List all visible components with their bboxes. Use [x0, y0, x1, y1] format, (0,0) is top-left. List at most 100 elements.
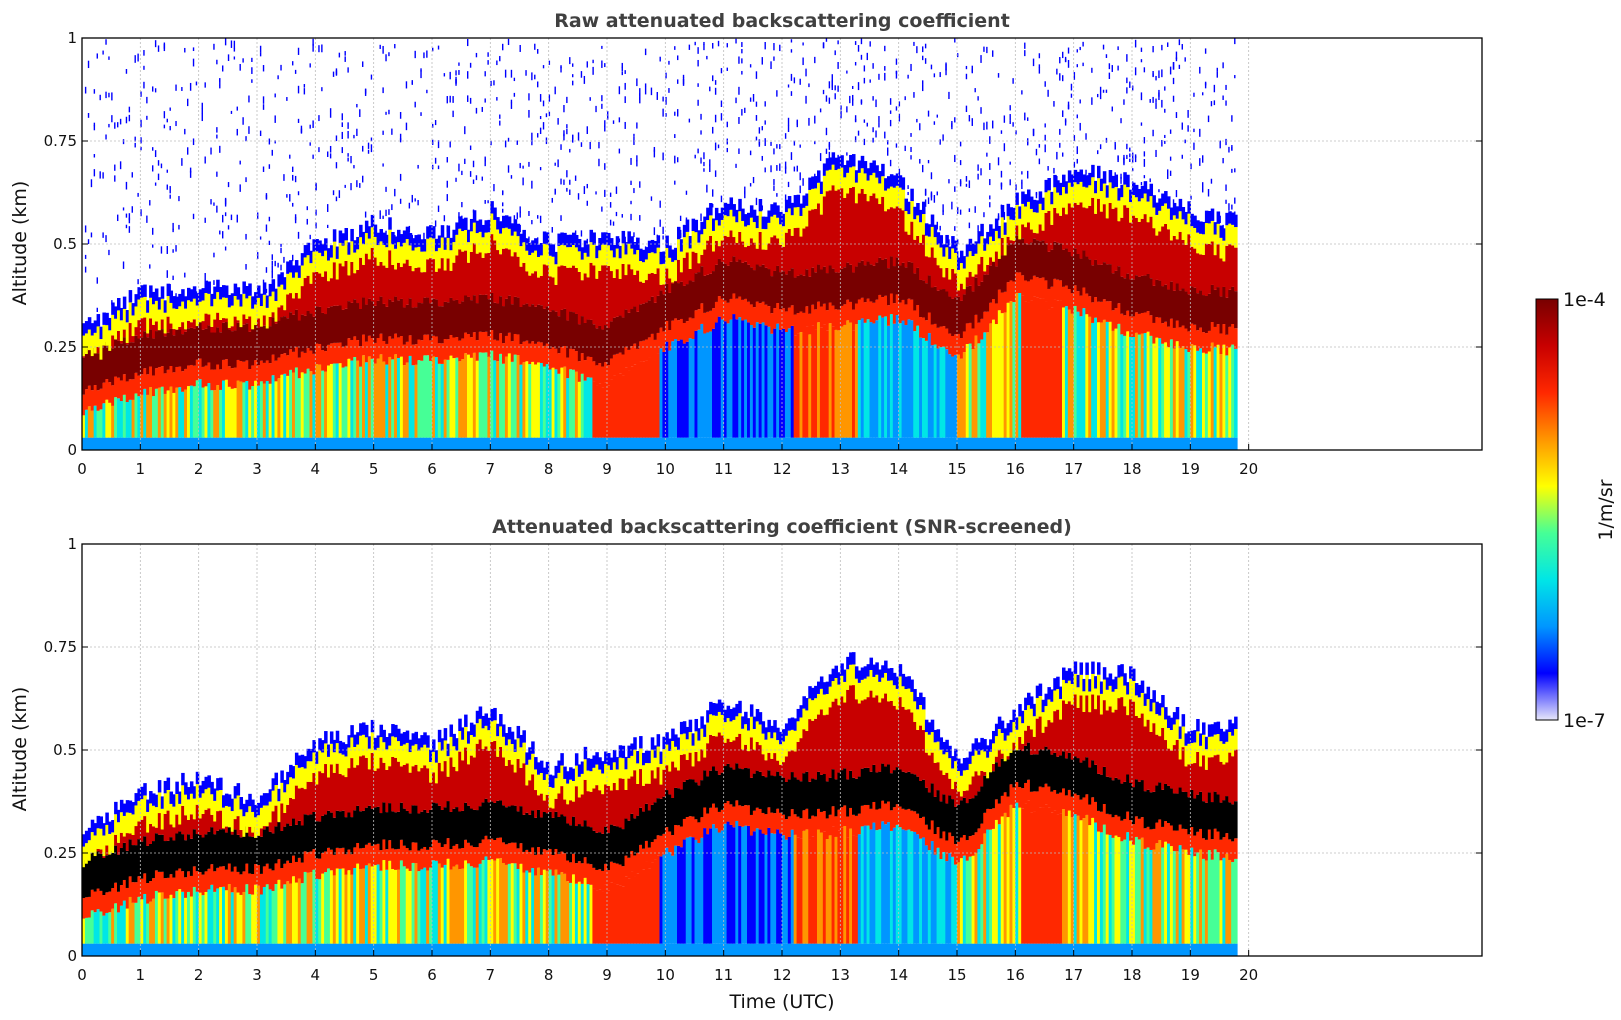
heatmap-cell	[268, 868, 273, 890]
heatmap-cell	[604, 244, 608, 266]
heatmap-cell	[513, 437, 518, 450]
noise-speckle	[1021, 182, 1023, 190]
heatmap-cell	[157, 367, 162, 388]
heatmap-cell	[414, 364, 419, 438]
noise-speckle	[487, 60, 489, 65]
heatmap-cell	[551, 244, 556, 257]
heatmap-cell	[152, 805, 156, 827]
noise-speckle	[598, 142, 600, 149]
noise-speckle	[499, 114, 501, 119]
heatmap-cell	[1085, 208, 1089, 257]
noise-speckle	[1140, 122, 1143, 126]
heatmap-cell	[207, 868, 211, 890]
noise-speckle	[714, 80, 717, 85]
heatmap-cell	[924, 256, 929, 284]
heatmap-cell	[1056, 213, 1060, 243]
heatmap-cell	[948, 246, 952, 259]
heatmap-cell	[300, 787, 305, 826]
heatmap-cell	[1143, 193, 1148, 215]
heatmap-cell	[195, 891, 200, 944]
heatmap-cell	[338, 753, 343, 774]
heatmap-cell	[417, 850, 421, 872]
heatmap-cell	[204, 809, 209, 835]
heatmap-cell	[924, 223, 929, 236]
noise-speckle	[122, 207, 125, 211]
heatmap-cell	[1120, 217, 1124, 277]
noise-speckle	[939, 139, 941, 145]
heatmap-cell	[977, 264, 981, 286]
heatmap-cell	[1088, 185, 1092, 206]
heatmap-cell	[954, 437, 958, 450]
noise-speckle	[169, 194, 171, 199]
heatmap-cell	[394, 812, 398, 850]
heatmap-cell	[843, 197, 847, 268]
heatmap-cell	[735, 437, 739, 450]
heatmap-cell	[732, 314, 736, 438]
heatmap-cell	[1137, 201, 1142, 222]
noise-speckle	[860, 54, 863, 60]
heatmap-cell	[706, 274, 710, 312]
heatmap-cell	[292, 437, 296, 450]
heatmap-cell	[84, 333, 89, 355]
noise-speckle	[359, 183, 361, 188]
noise-speckle	[426, 89, 428, 94]
heatmap-cell	[627, 231, 631, 244]
heatmap-cell	[913, 331, 917, 438]
heatmap-cell	[1155, 235, 1159, 280]
heatmap-cell	[819, 327, 824, 438]
heatmap-cell	[254, 292, 258, 305]
heatmap-cell	[980, 236, 984, 257]
heatmap-cell	[656, 437, 661, 450]
heatmap-cell	[1137, 334, 1142, 438]
heatmap-cell	[119, 943, 124, 956]
x-tick-label: 15	[947, 460, 966, 478]
heatmap-cell	[706, 220, 710, 241]
heatmap-cell	[292, 855, 296, 877]
heatmap-cell	[146, 312, 150, 334]
heatmap-cell	[1196, 293, 1200, 331]
heatmap-cell	[347, 735, 351, 748]
noise-speckle	[1044, 81, 1046, 87]
heatmap-cell	[971, 328, 976, 350]
heatmap-cell	[1134, 332, 1139, 438]
heatmap-cell	[347, 301, 351, 339]
heatmap-cell	[1053, 299, 1057, 438]
noise-speckle	[1091, 67, 1093, 73]
heatmap-cell	[455, 750, 459, 772]
noise-speckle	[1129, 153, 1131, 158]
noise-speckle	[163, 42, 166, 49]
heatmap-cell	[656, 332, 661, 354]
heatmap-cell	[117, 437, 121, 450]
noise-speckle	[268, 240, 271, 245]
noise-speckle	[169, 186, 171, 194]
heatmap-cell	[420, 747, 424, 769]
heatmap-cell	[446, 943, 451, 956]
noise-speckle	[96, 53, 98, 59]
heatmap-cell	[306, 781, 311, 816]
heatmap-cell	[201, 288, 206, 301]
noise-speckle	[968, 208, 971, 212]
heatmap-cell	[143, 368, 147, 389]
noise-speckle	[607, 116, 609, 120]
heatmap-cell	[236, 816, 241, 835]
heatmap-cell	[306, 815, 311, 853]
heatmap-cell	[286, 273, 290, 295]
heatmap-cell	[469, 735, 474, 756]
noise-speckle	[335, 162, 338, 169]
heatmap-cell	[149, 329, 153, 367]
heatmap-cell	[131, 379, 136, 400]
heatmap-cell	[248, 389, 252, 438]
noise-speckle	[887, 150, 889, 156]
heatmap-cell	[1126, 174, 1130, 188]
heatmap-cell	[1012, 207, 1016, 221]
heatmap-cell	[901, 320, 906, 438]
noise-speckle	[1079, 46, 1081, 51]
heatmap-cell	[82, 415, 86, 438]
noise-speckle	[1024, 42, 1026, 49]
noise-speckle	[764, 138, 766, 146]
heatmap-cell	[1003, 234, 1008, 256]
noise-speckle	[551, 197, 553, 203]
noise-speckle	[954, 154, 956, 163]
heatmap-cell	[353, 734, 357, 748]
noise-speckle	[137, 192, 139, 197]
